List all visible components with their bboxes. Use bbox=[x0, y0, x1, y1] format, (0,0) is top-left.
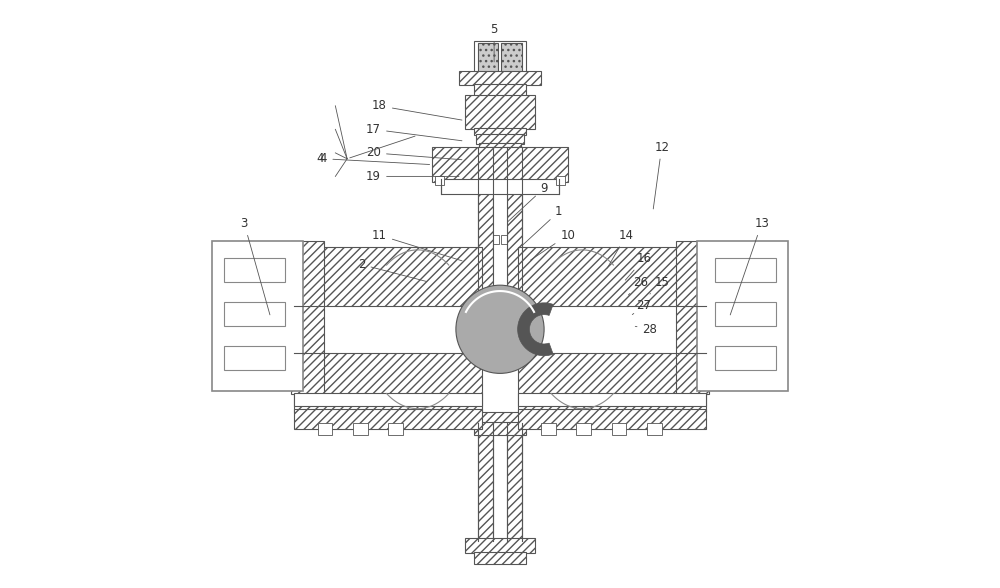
Bar bbox=[465, 95, 535, 129]
Bar bbox=[291, 241, 324, 394]
Bar bbox=[716, 268, 726, 368]
Bar bbox=[474, 41, 526, 74]
Bar bbox=[465, 538, 535, 553]
Bar bbox=[388, 423, 403, 435]
Text: 19: 19 bbox=[366, 170, 459, 183]
Text: 2: 2 bbox=[358, 258, 427, 282]
Text: 17: 17 bbox=[366, 123, 462, 141]
Bar bbox=[465, 328, 535, 344]
Text: 11: 11 bbox=[372, 229, 462, 261]
Bar bbox=[465, 412, 535, 423]
Text: 10: 10 bbox=[531, 229, 575, 260]
Bar bbox=[294, 247, 482, 412]
Bar bbox=[474, 422, 526, 435]
Bar bbox=[493, 235, 499, 244]
Text: 15: 15 bbox=[650, 276, 669, 294]
Bar bbox=[474, 128, 526, 135]
Bar bbox=[224, 258, 285, 282]
Text: 27: 27 bbox=[632, 299, 652, 315]
Bar bbox=[318, 423, 332, 435]
Wedge shape bbox=[518, 303, 553, 356]
Bar bbox=[501, 43, 522, 72]
Text: 28: 28 bbox=[635, 323, 657, 336]
Bar bbox=[726, 294, 762, 341]
Text: 4: 4 bbox=[320, 152, 430, 165]
Bar bbox=[518, 247, 706, 412]
Bar bbox=[474, 84, 526, 97]
Bar bbox=[274, 268, 284, 368]
Text: 5: 5 bbox=[490, 23, 498, 62]
Bar bbox=[478, 147, 493, 329]
Bar bbox=[459, 71, 541, 85]
Bar bbox=[476, 134, 524, 144]
Bar bbox=[224, 302, 285, 326]
Bar bbox=[353, 423, 368, 435]
Bar bbox=[294, 409, 482, 429]
Text: 12: 12 bbox=[653, 141, 669, 209]
Bar bbox=[676, 241, 709, 394]
Bar bbox=[294, 393, 482, 406]
Bar bbox=[715, 346, 776, 370]
Bar bbox=[294, 306, 500, 353]
Bar bbox=[556, 176, 565, 185]
Bar bbox=[715, 258, 776, 282]
Bar bbox=[479, 143, 521, 150]
Bar bbox=[282, 253, 292, 382]
Bar bbox=[501, 235, 507, 244]
Bar bbox=[441, 179, 559, 194]
Text: 26: 26 bbox=[628, 276, 649, 295]
Text: 1: 1 bbox=[523, 205, 563, 245]
Bar bbox=[612, 423, 626, 435]
Bar bbox=[507, 423, 522, 541]
Bar bbox=[212, 241, 303, 391]
Bar bbox=[432, 147, 568, 182]
Bar bbox=[474, 552, 526, 564]
Bar bbox=[238, 294, 274, 341]
Text: 16: 16 bbox=[625, 252, 652, 280]
Bar bbox=[435, 176, 444, 185]
Bar bbox=[518, 393, 706, 406]
Text: 18: 18 bbox=[372, 99, 462, 120]
Bar bbox=[507, 147, 522, 329]
Bar bbox=[478, 43, 498, 72]
Text: 3: 3 bbox=[241, 217, 270, 315]
Bar bbox=[478, 423, 493, 541]
Bar bbox=[715, 302, 776, 326]
Text: 14: 14 bbox=[607, 229, 634, 268]
Bar bbox=[518, 409, 706, 429]
Bar bbox=[647, 423, 662, 435]
Bar bbox=[493, 147, 507, 329]
Text: 9: 9 bbox=[508, 182, 548, 222]
Text: 20: 20 bbox=[366, 146, 462, 160]
Bar bbox=[500, 306, 706, 353]
Bar bbox=[576, 423, 591, 435]
Circle shape bbox=[456, 285, 544, 373]
Bar bbox=[697, 241, 788, 391]
Text: 4: 4 bbox=[316, 152, 324, 165]
Bar bbox=[224, 346, 285, 370]
Text: 13: 13 bbox=[730, 217, 769, 315]
Bar bbox=[459, 315, 541, 329]
Bar bbox=[708, 253, 718, 382]
Bar bbox=[541, 423, 556, 435]
